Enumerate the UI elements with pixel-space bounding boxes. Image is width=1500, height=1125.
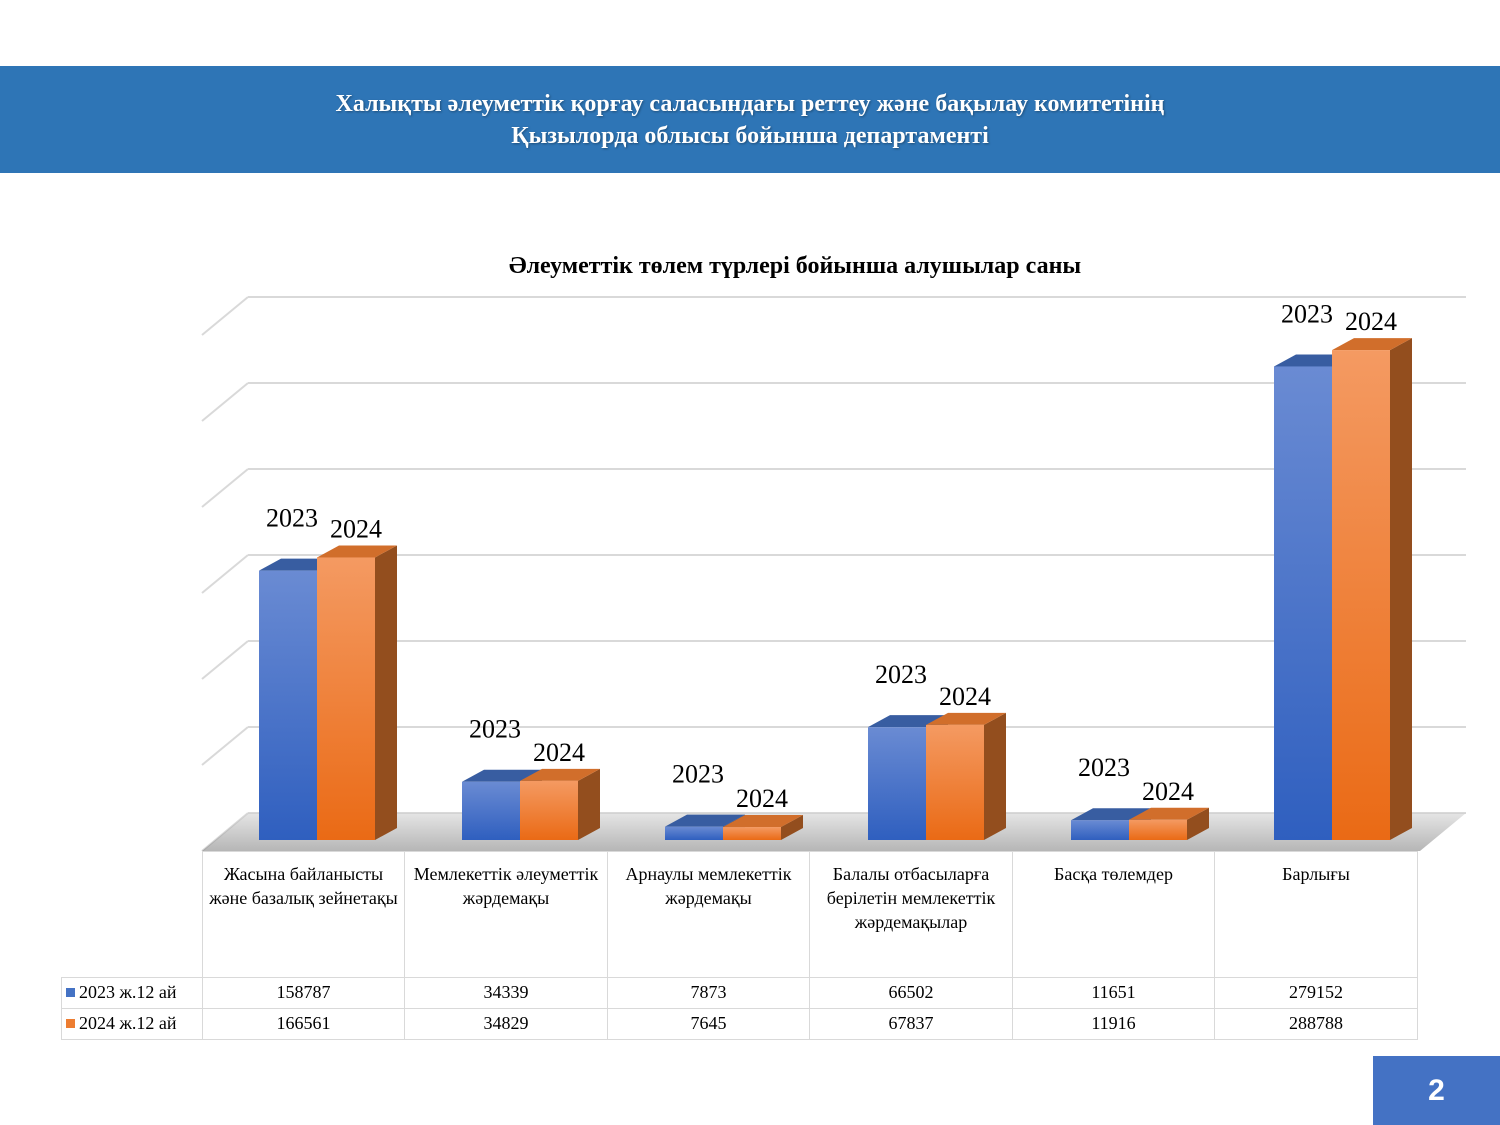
bar-side — [984, 712, 1006, 840]
category-header: Барлығы — [1214, 851, 1418, 978]
bar-label: 2024 — [533, 738, 585, 767]
gridline-side — [201, 382, 249, 422]
bar-side — [1390, 338, 1412, 840]
bar — [868, 727, 926, 840]
bar-top — [665, 814, 745, 827]
table-cell: 11916 — [1012, 1008, 1215, 1040]
bar-side — [1187, 807, 1209, 840]
header-banner: Халықты әлеуметтік қорғау саласындағы ре… — [0, 66, 1500, 173]
bar — [1129, 819, 1187, 840]
bar — [723, 827, 781, 840]
category-header: Балалы отбасыларға берілетін мемлекеттік… — [809, 851, 1013, 978]
table-cell: 11651 — [1012, 977, 1215, 1009]
category-header: Арнаулы мемлекеттік жәрдемақы — [607, 851, 810, 978]
page-number: 2 — [1373, 1056, 1500, 1125]
table-cell: 288788 — [1214, 1008, 1418, 1040]
bar — [1071, 820, 1129, 840]
chart-title: Әлеуметтік төлем түрлері бойынша алушыла… — [508, 253, 1082, 279]
bar-label: 2024 — [1345, 307, 1397, 336]
gridline-side — [201, 554, 249, 594]
bar-top — [520, 768, 600, 781]
category-header: Басқа төлемдер — [1012, 851, 1215, 978]
series-name: 2024 ж.12 ай — [79, 1013, 177, 1033]
table-cell: 7873 — [607, 977, 810, 1009]
bar-top — [926, 712, 1006, 725]
bar-top — [723, 815, 803, 828]
gridline-side — [201, 726, 249, 766]
bar — [665, 826, 723, 840]
table-header-row: Жасына байланысты және базалық зейнетақы… — [61, 851, 1418, 978]
table-row-2023: 2023 ж.12 ай 158787 34339 7873 66502 116… — [61, 977, 1418, 1009]
bar-label: 2024 — [939, 682, 991, 711]
table-cell: 279152 — [1214, 977, 1418, 1009]
bar-top — [1129, 807, 1209, 820]
bar-top — [317, 545, 397, 558]
bar — [520, 780, 578, 840]
data-table: Жасына байланысты және базалық зейнетақы… — [61, 851, 1418, 1040]
bar — [1274, 366, 1332, 840]
table-cell: 34339 — [404, 977, 608, 1009]
bar-top — [462, 769, 542, 782]
bar-label: 2023 — [875, 660, 927, 689]
bar-label: 2023 — [469, 715, 521, 744]
table-cell: 158787 — [202, 977, 405, 1009]
bar-label: 2023 — [1281, 299, 1333, 328]
bar-label: 2024 — [1142, 777, 1194, 806]
table-row-2024: 2024 ж.12 ай 166561 34829 7645 67837 119… — [61, 1008, 1418, 1040]
bar-top — [1332, 338, 1412, 351]
gridline-side — [201, 296, 249, 336]
bar-label: 2023 — [1078, 753, 1130, 782]
series-name: 2023 ж.12 ай — [79, 982, 177, 1002]
series-label-2023: 2023 ж.12 ай — [61, 977, 203, 1009]
bar-side — [578, 768, 600, 840]
legend-swatch-orange — [66, 1019, 75, 1028]
gridline-side — [201, 468, 249, 508]
table-corner-cell — [61, 851, 203, 978]
category-header: Мемлекеттік әлеуметтік жәрдемақы — [404, 851, 608, 978]
bar — [1332, 350, 1390, 840]
category-header: Жасына байланысты және базалық зейнетақы — [202, 851, 405, 978]
table-cell: 67837 — [809, 1008, 1013, 1040]
bar-side — [781, 815, 803, 840]
table-cell: 66502 — [809, 977, 1013, 1009]
bar — [317, 557, 375, 840]
bar-label: 2024 — [330, 514, 382, 543]
bar — [462, 781, 520, 840]
bar — [926, 724, 984, 840]
table-cell: 34829 — [404, 1008, 608, 1040]
bar-side — [375, 545, 397, 840]
gridline-side — [201, 640, 249, 680]
header-title-line-1: Халықты әлеуметтік қорғау саласындағы ре… — [335, 90, 1165, 117]
legend-swatch-blue — [66, 988, 75, 997]
bar-label: 2024 — [736, 784, 788, 813]
series-label-2024: 2024 ж.12 ай — [61, 1008, 203, 1040]
bar-label: 2023 — [672, 760, 724, 789]
table-cell: 166561 — [202, 1008, 405, 1040]
table-cell: 7645 — [607, 1008, 810, 1040]
header-title-line-2: Қызылорда облысы бойынша департаменті — [511, 122, 989, 149]
bar-top — [1071, 808, 1151, 821]
bar — [259, 570, 317, 840]
bar-label: 2023 — [266, 504, 318, 533]
